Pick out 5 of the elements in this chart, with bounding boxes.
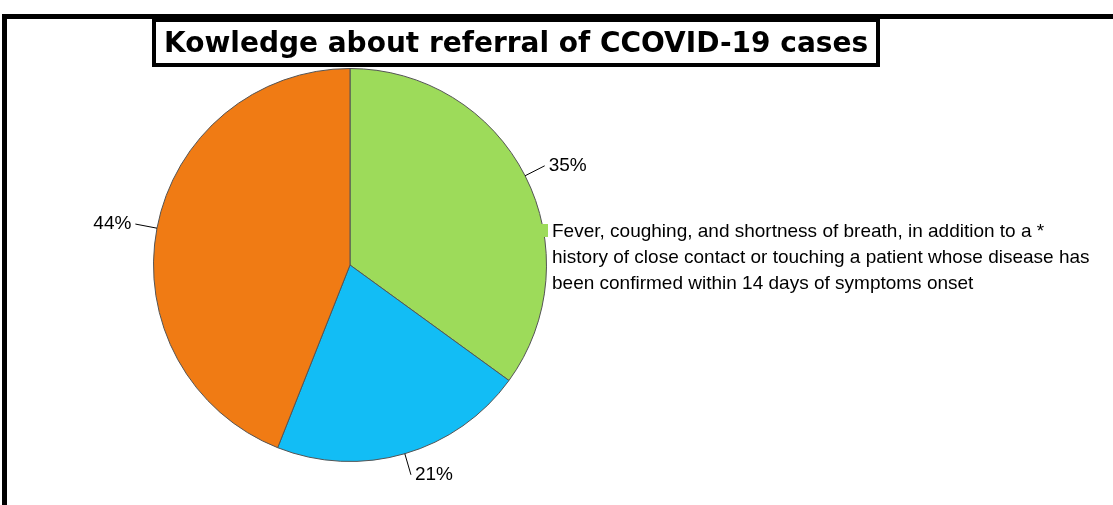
data-label: 44% — [93, 212, 132, 234]
chart-title: Kowledge about referral of CCOVID-19 cases — [152, 18, 881, 67]
data-label: 21% — [414, 463, 454, 485]
legend-label: Fever, coughing, and shortness of breath, in addition to a * history of close contact or touching a patient whose disease has been confirmed within 14 days of symptoms onset — [552, 219, 1091, 295]
data-label: 35% — [548, 154, 587, 176]
